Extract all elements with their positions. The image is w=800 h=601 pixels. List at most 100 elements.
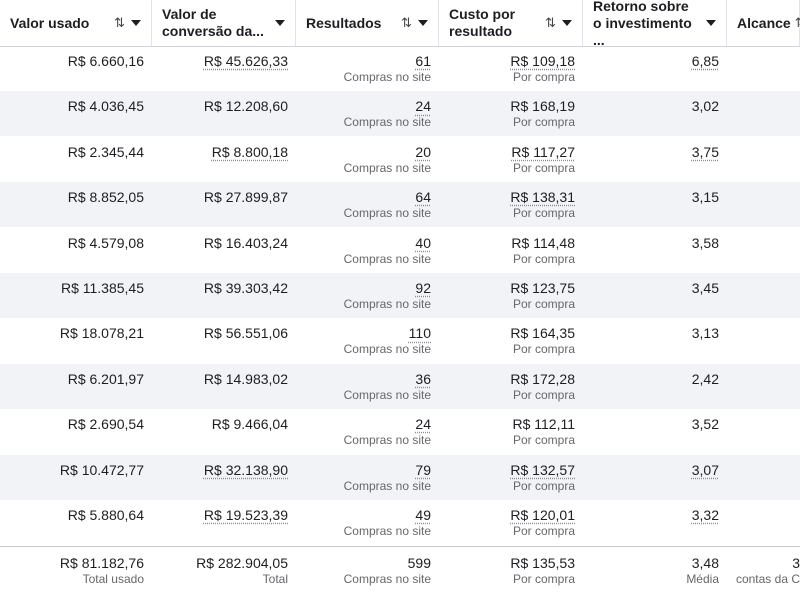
cell-custo-por-resultado-value[interactable]: R$ 120,01 bbox=[510, 507, 575, 523]
cell-resultados-value[interactable]: 79 bbox=[415, 461, 431, 478]
cell-retorno-investimento-value: 2,42 bbox=[691, 370, 719, 387]
cell-custo-por-resultado-value[interactable]: R$ 109,18 bbox=[510, 53, 575, 69]
cell-custo-por-resultado-subtext: Por compra bbox=[512, 115, 575, 130]
cell-valor-conversao: R$ 9.466,04 bbox=[152, 409, 296, 454]
sort-icon[interactable]: ⇅ bbox=[795, 15, 800, 31]
cell-valor-usado: R$ 2.690,54 bbox=[0, 409, 152, 454]
total-custo-por-resultado-value: R$ 135,53 bbox=[510, 555, 575, 571]
cell-valor-usado: R$ 6.660,16 bbox=[0, 46, 152, 91]
cell-retorno-investimento: 3,02 bbox=[583, 91, 727, 136]
table-row[interactable]: R$ 2.345,44 R$ 8.800,18 20 Compras no site R… bbox=[0, 137, 800, 182]
cell-resultados-value[interactable]: 24 bbox=[415, 416, 431, 433]
cell-retorno-investimento: 3,75 bbox=[583, 137, 727, 182]
chevron-down-icon[interactable] bbox=[275, 20, 285, 26]
table-row[interactable]: R$ 18.078,21 R$ 56.551,06 110 Compras no si… bbox=[0, 318, 800, 363]
cell-custo-por-resultado-value: R$ 114,48 bbox=[511, 234, 575, 251]
cell-retorno-investimento-value[interactable]: 6,85 bbox=[691, 53, 719, 69]
cell-valor-conversao-value[interactable]: R$ 8.800,18 bbox=[211, 143, 288, 160]
cell-valor-conversao: R$ 45.626,33 bbox=[152, 46, 296, 91]
cell-custo-por-resultado-subtext: Por compra bbox=[512, 387, 575, 402]
cell-custo-por-resultado-value[interactable]: R$ 117,27 bbox=[511, 143, 575, 160]
total-alcance: 3 contas da C bbox=[727, 547, 800, 592]
cell-valor-usado-value: R$ 6.660,16 bbox=[67, 53, 144, 69]
cell-retorno-investimento: 3,07 bbox=[583, 455, 727, 500]
chevron-down-icon[interactable] bbox=[131, 20, 141, 26]
cell-custo-por-resultado-value: R$ 123,75 bbox=[510, 280, 575, 296]
cell-resultados-value[interactable]: 24 bbox=[415, 98, 431, 115]
cell-custo-por-resultado-subtext: Por compra bbox=[512, 433, 575, 448]
cell-custo-por-resultado-value[interactable]: R$ 132,57 bbox=[510, 461, 575, 478]
cell-resultados-value[interactable]: 92 bbox=[415, 280, 431, 296]
cell-valor-conversao-value[interactable]: R$ 45.626,33 bbox=[203, 53, 288, 69]
cell-valor-usado-value: R$ 8.852,05 bbox=[67, 189, 144, 206]
cell-resultados: 92 Compras no site bbox=[296, 273, 439, 318]
cell-custo-por-resultado: R$ 132,57 Por compra bbox=[439, 455, 583, 500]
col-header-valor-usado[interactable]: Valor usado ⇅ bbox=[0, 0, 152, 46]
header-label: Alcance bbox=[737, 14, 791, 31]
cell-resultados-subtext: Compras no site bbox=[343, 433, 431, 448]
cell-retorno-investimento-value: 3,45 bbox=[691, 280, 719, 296]
cell-valor-usado: R$ 4.579,08 bbox=[0, 228, 152, 273]
cell-valor-conversao: R$ 32.138,90 bbox=[152, 455, 296, 500]
sort-icon[interactable]: ⇅ bbox=[401, 15, 412, 30]
cell-resultados-value[interactable]: 110 bbox=[408, 325, 431, 342]
cell-valor-usado: R$ 10.472,77 bbox=[0, 455, 152, 500]
sort-icon[interactable]: ⇅ bbox=[545, 15, 556, 30]
cell-valor-conversao: R$ 14.983,02 bbox=[152, 364, 296, 409]
cell-resultados-value[interactable]: 64 bbox=[415, 189, 431, 206]
cell-retorno-investimento-value[interactable]: 3,07 bbox=[691, 461, 719, 478]
col-header-retorno-investimento[interactable]: Retorno sobre o investimento ... bbox=[583, 0, 727, 48]
cell-valor-conversao-value: R$ 16.403,24 bbox=[203, 234, 288, 251]
table-row[interactable]: R$ 4.036,45 R$ 12.208,60 24 Compras no site… bbox=[0, 91, 800, 137]
cell-resultados-value[interactable]: 20 bbox=[415, 143, 431, 160]
cell-valor-conversao: R$ 19.523,39 bbox=[152, 500, 296, 545]
cell-resultados-value[interactable]: 49 bbox=[415, 507, 431, 523]
cell-retorno-investimento-value[interactable]: 3,32 bbox=[691, 507, 719, 523]
cell-valor-conversao: R$ 27.899,87 bbox=[152, 182, 296, 227]
cell-resultados-subtext: Compras no site bbox=[343, 387, 431, 402]
cell-valor-conversao-value: R$ 14.983,02 bbox=[203, 370, 288, 387]
chevron-down-icon[interactable] bbox=[562, 20, 572, 26]
cell-custo-por-resultado: R$ 112,11 Por compra bbox=[439, 409, 583, 454]
cell-resultados-value[interactable]: 61 bbox=[415, 53, 431, 69]
header-label: Resultados bbox=[306, 14, 382, 31]
col-header-valor-conversao[interactable]: Valor de conversão da... bbox=[152, 0, 296, 46]
cell-resultados: 40 Compras no site bbox=[296, 228, 439, 273]
table-row[interactable]: R$ 2.690,54 R$ 9.466,04 24 Compras no site R… bbox=[0, 409, 800, 454]
total-valor-conversao-subtext: Total bbox=[262, 572, 288, 586]
total-valor-usado: R$ 81.182,76 Total usado bbox=[0, 547, 152, 592]
col-header-alcance[interactable]: Alcance⇅ bbox=[727, 0, 800, 46]
total-valor-conversao-value: R$ 282.904,05 bbox=[196, 555, 288, 571]
cell-custo-por-resultado-value[interactable]: R$ 138,31 bbox=[510, 189, 575, 206]
cell-valor-usado: R$ 5.880,64 bbox=[0, 500, 152, 545]
cell-resultados-value[interactable]: 36 bbox=[415, 370, 431, 387]
table-row[interactable]: R$ 8.852,05 R$ 27.899,87 64 Compras no site… bbox=[0, 182, 800, 228]
total-valor-conversao: R$ 282.904,05 Total bbox=[152, 547, 296, 592]
table-row[interactable]: R$ 4.579,08 R$ 16.403,24 40 Compras no site… bbox=[0, 228, 800, 273]
cell-valor-usado-value: R$ 10.472,77 bbox=[59, 461, 144, 478]
chevron-down-icon[interactable] bbox=[706, 20, 716, 26]
cell-retorno-investimento: 3,58 bbox=[583, 228, 727, 273]
cell-resultados: 79 Compras no site bbox=[296, 455, 439, 500]
cell-valor-usado: R$ 2.345,44 bbox=[0, 137, 152, 182]
cell-custo-por-resultado: R$ 123,75 Por compra bbox=[439, 273, 583, 318]
table-row[interactable]: R$ 6.201,97 R$ 14.983,02 36 Compras no site… bbox=[0, 363, 800, 409]
table-row[interactable]: R$ 11.385,45 R$ 39.303,42 92 Compras no sit… bbox=[0, 273, 800, 318]
sort-icon[interactable]: ⇅ bbox=[114, 15, 125, 30]
cell-valor-usado: R$ 8.852,05 bbox=[0, 182, 152, 227]
chevron-down-icon[interactable] bbox=[418, 20, 428, 26]
cell-resultados-subtext: Compras no site bbox=[343, 524, 431, 538]
col-header-custo-por-resultado[interactable]: Custo por resultado ⇅ bbox=[439, 0, 583, 46]
cell-resultados-value[interactable]: 40 bbox=[415, 234, 431, 251]
col-header-resultados[interactable]: Resultados ⇅ bbox=[296, 0, 439, 46]
cell-custo-por-resultado-value: R$ 172,28 bbox=[510, 370, 575, 387]
cell-valor-conversao-value[interactable]: R$ 32.138,90 bbox=[203, 461, 288, 478]
header-label: Custo por resultado bbox=[449, 6, 516, 39]
table-row[interactable]: R$ 5.880,64 R$ 19.523,39 49 Compras no site… bbox=[0, 500, 800, 545]
table-row[interactable]: R$ 6.660,16 R$ 45.626,33 61 Compras no site… bbox=[0, 46, 800, 91]
table-row[interactable]: R$ 10.472,77 R$ 32.138,90 79 Compras no sit… bbox=[0, 454, 800, 500]
cell-retorno-investimento-value[interactable]: 3,75 bbox=[691, 143, 719, 160]
cell-valor-usado-value: R$ 2.690,54 bbox=[67, 416, 144, 433]
cell-valor-conversao-value[interactable]: R$ 19.523,39 bbox=[203, 507, 288, 523]
